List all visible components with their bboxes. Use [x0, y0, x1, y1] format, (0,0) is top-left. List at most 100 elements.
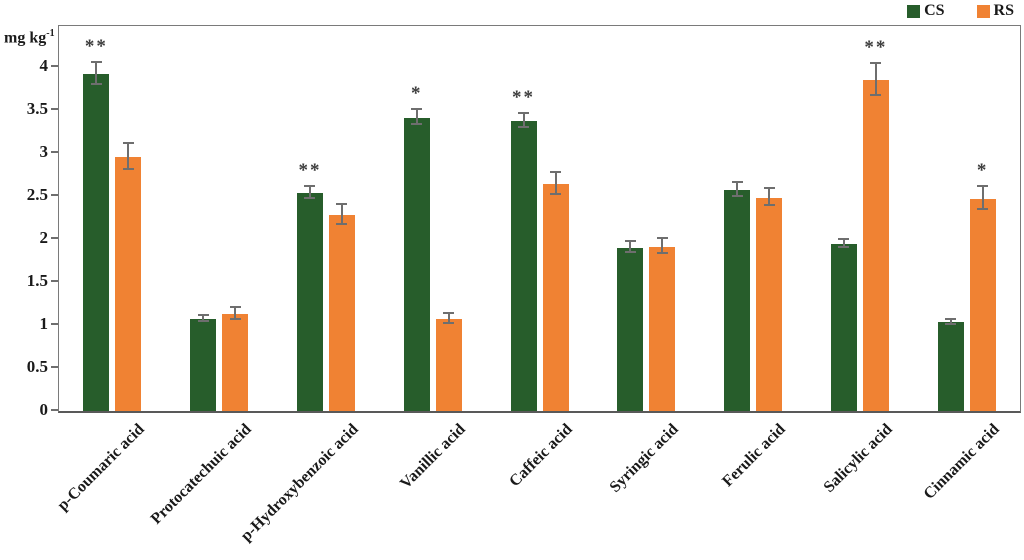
error-bar-cap-bottom [518, 126, 529, 129]
error-bar-cap-top [90, 60, 102, 63]
error-bar-line [522, 114, 525, 129]
error-bar-cap-top [122, 142, 134, 145]
error-bar-cap-top [229, 305, 241, 308]
error-bar-line [340, 204, 343, 226]
error-bar-line [95, 62, 98, 86]
cs-legend-label: CS [924, 2, 945, 19]
bar-rs-1 [222, 313, 249, 411]
error-bar-cap-bottom [656, 252, 668, 255]
y-tick-mark [51, 108, 58, 110]
error-bar-line [308, 186, 311, 199]
significance-marker: * [976, 160, 989, 182]
error-bar-line [202, 315, 205, 323]
error-bar-cap-bottom [229, 317, 241, 320]
error-bar-cap-bottom [870, 94, 882, 97]
bar-rs-8 [969, 198, 996, 411]
error-bar-cap-bottom [443, 322, 455, 325]
rs-legend-swatch [976, 4, 990, 18]
error-bar-cap-bottom [90, 83, 102, 86]
bar-cs-6 [724, 189, 751, 411]
bar-cs-7 [830, 244, 857, 411]
error-bar-cap-bottom [945, 323, 957, 325]
y-tick-label: 3.5 [26, 99, 48, 118]
bar-rs-4 [542, 183, 569, 411]
error-bar-cap-bottom [977, 207, 989, 210]
significance-marker: ** [298, 159, 322, 181]
y-tick-label: 1.5 [26, 271, 48, 290]
error-bar-cap-top [945, 317, 957, 320]
error-bar-cap-bottom [411, 123, 423, 126]
error-bar-cap-bottom [624, 250, 636, 253]
error-bar-line [629, 242, 632, 253]
bar-rs-7 [862, 79, 889, 411]
bar-rs-5 [649, 246, 676, 411]
error-bar-cap-top [197, 313, 209, 316]
bar-cs-3 [403, 117, 430, 411]
error-bar-line [661, 239, 664, 255]
y-tick-mark [51, 151, 58, 153]
error-bar-cap-top [336, 202, 348, 205]
y-tick-mark [51, 280, 58, 282]
plot-area: ** ** * ** ** * [58, 25, 1021, 413]
bar-rs-2 [328, 214, 355, 411]
error-bar-cap-top [656, 237, 668, 239]
error-bar-line [736, 183, 739, 197]
y-tick-mark [51, 237, 58, 239]
error-bar-cap-top [550, 170, 561, 173]
bar-cs-4 [510, 121, 537, 411]
y-tick-label: 0.5 [26, 357, 48, 376]
error-bar-cap-top [977, 185, 989, 188]
y-tick-label: 3 [39, 142, 49, 161]
error-bar-cap-bottom [197, 320, 209, 323]
error-bar-cap-bottom [763, 204, 775, 207]
y-tick-label: 4 [39, 56, 49, 75]
significance-marker: ** [864, 36, 888, 58]
y-axis-title-sup: -1 [46, 28, 55, 39]
error-bar-cap-top [763, 187, 775, 190]
error-bar-cap-bottom [336, 223, 348, 226]
legend-item-cs: CS [907, 2, 945, 20]
error-bar-line [415, 110, 418, 126]
bar-rs-3 [435, 318, 462, 411]
y-tick-mark [51, 409, 58, 411]
error-bar-cap-top [870, 61, 882, 64]
y-axis-title-text: mg kg [4, 29, 47, 47]
y-tick-mark [51, 65, 58, 67]
error-bar-line [949, 319, 952, 325]
bar-cs-8 [937, 322, 964, 411]
rs-legend-label: RS [993, 2, 1014, 19]
significance-marker: ** [512, 87, 535, 109]
error-bar-cap-top [731, 181, 743, 184]
significance-marker: * [410, 83, 423, 104]
error-bar-cap-top [443, 311, 455, 314]
y-tick-label: 1 [39, 314, 49, 333]
error-bar-line [127, 144, 130, 171]
bar-cs-1 [190, 318, 217, 411]
error-bar-line [554, 172, 557, 196]
error-bar-cap-bottom [550, 193, 561, 196]
error-bar-line [842, 239, 845, 249]
error-bar-cap-bottom [304, 196, 316, 199]
error-bar-line [234, 307, 237, 320]
error-bar-cap-top [624, 240, 636, 243]
y-axis-title: mg kg-1 [4, 28, 55, 47]
error-bar-line [874, 63, 877, 97]
bar-cs-0 [83, 73, 110, 411]
y-tick-label: 0 [39, 400, 49, 419]
y-tick-label: 2 [39, 228, 49, 247]
error-bar-cap-bottom [838, 246, 850, 249]
error-bar-cap-top [304, 184, 316, 187]
bar-rs-0 [115, 157, 142, 411]
error-bar-cap-bottom [122, 168, 134, 171]
bar-cs-2 [296, 192, 323, 411]
error-bar-cap-bottom [731, 194, 743, 197]
legend-item-rs: RS [976, 2, 1014, 20]
bar-rs-6 [756, 197, 783, 411]
error-bar-line [447, 313, 450, 325]
error-bar-line [768, 189, 771, 207]
bar-cs-5 [617, 247, 644, 411]
error-bar-cap-top [838, 237, 850, 240]
cs-legend-swatch [907, 4, 921, 18]
y-tick-label: 2.5 [26, 185, 48, 204]
